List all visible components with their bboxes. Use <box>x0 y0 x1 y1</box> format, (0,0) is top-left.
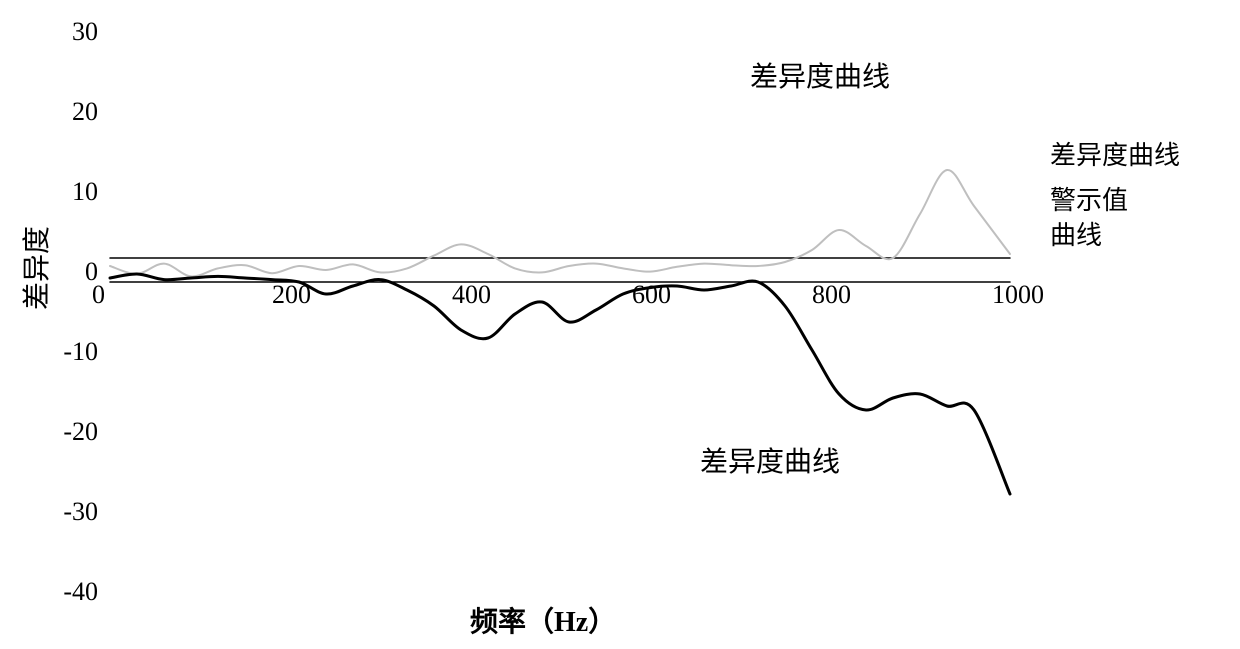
chart-title: 差异度曲线 <box>750 55 890 95</box>
x-axis-label: 频率（Hz） <box>470 600 616 640</box>
x-tick-label: 400 <box>452 280 491 310</box>
curve-annotation: 差异度曲线 <box>700 440 840 480</box>
legend-item: 曲线 <box>1050 215 1102 252</box>
chart-container: 差异度曲线 差异度 频率（Hz） -40-30-20-100102030 020… <box>0 0 1240 649</box>
y-tick-label: -10 <box>63 337 98 367</box>
y-tick-label: -40 <box>63 577 98 607</box>
y-tick-label: 10 <box>72 177 98 207</box>
y-tick-label: 30 <box>72 17 98 47</box>
x-tick-label: 600 <box>632 280 671 310</box>
x-tick-label: 200 <box>272 280 311 310</box>
x-tick-label: 1000 <box>992 280 1044 310</box>
y-tick-label: -20 <box>63 417 98 447</box>
series-diff_curve_light <box>110 170 1010 277</box>
y-tick-label: 20 <box>72 97 98 127</box>
x-tick-label: 800 <box>812 280 851 310</box>
legend-item: 警示值 <box>1050 180 1128 217</box>
chart-svg <box>0 0 1240 649</box>
y-tick-label: -30 <box>63 497 98 527</box>
y-axis-label: 差异度 <box>15 226 55 310</box>
series-diff_curve_dark <box>110 274 1010 494</box>
x-tick-label: 0 <box>92 280 105 310</box>
legend-item: 差异度曲线 <box>1050 135 1180 172</box>
